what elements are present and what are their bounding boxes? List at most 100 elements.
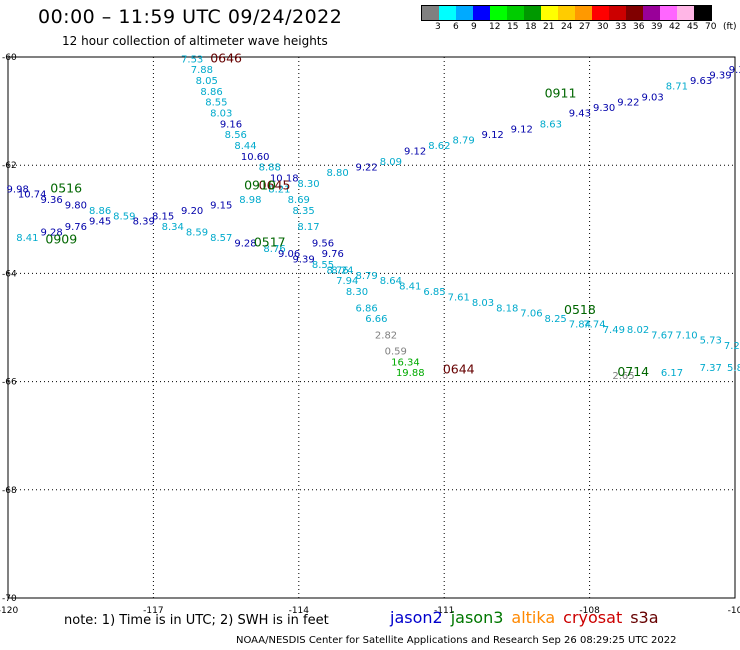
- wave-height-value: 9.22: [617, 98, 639, 109]
- colorbar-swatch: [609, 6, 626, 20]
- wave-height-value: 8.03: [210, 109, 232, 120]
- wave-height-value: 9.12: [511, 125, 533, 136]
- map-subtitle: 12 hour collection of altimeter wave hei…: [62, 34, 328, 48]
- latitude-label: -62: [2, 161, 17, 171]
- wave-height-value: 8.56: [225, 130, 247, 141]
- wave-height-value: 8.09: [380, 157, 402, 168]
- wave-height-value: 7.06: [520, 309, 542, 320]
- wave-height-value: 9.15: [210, 200, 232, 211]
- wave-height-value: 8.88: [259, 163, 281, 174]
- wave-height-value: 8.80: [326, 168, 348, 179]
- wave-height-value: 7.37: [700, 363, 722, 374]
- legend-s3a: s3a: [630, 608, 659, 627]
- wave-height-value: 9.45: [89, 217, 111, 228]
- wave-height-value: 8.71: [666, 81, 688, 92]
- wave-height-value: 8.25: [545, 314, 567, 325]
- colorbar-swatch: [592, 6, 609, 20]
- colorbar-label: 21: [543, 22, 555, 32]
- wave-height-value: 6.66: [365, 314, 387, 325]
- colorbar-label: 9: [471, 22, 477, 32]
- wave-height-value: 8.86: [200, 87, 222, 98]
- wave-height-value: 9.06: [278, 249, 300, 260]
- colorbar-swatch: [643, 6, 660, 20]
- pass-time-label: 0644: [443, 361, 475, 376]
- pass-time-label: 0909: [45, 232, 77, 247]
- wave-height-value: 8.59: [186, 228, 208, 239]
- legend-jason2: jason2: [390, 608, 443, 627]
- wave-height-observations: 7.537.888.058.868.558.039.168.568.4410.6…: [7, 54, 740, 382]
- latitude-label: -68: [2, 486, 17, 496]
- colorbar-swatch: [456, 6, 473, 20]
- colorbar-swatch: [677, 6, 694, 20]
- wave-height-value: 9.12: [404, 146, 426, 157]
- map-title: 00:00 – 11:59 UTC 09/24/2022: [38, 6, 343, 28]
- colorbar-swatch: [660, 6, 677, 20]
- latitude-label: -70: [2, 594, 17, 604]
- wave-height-value: 8.02: [627, 325, 649, 336]
- wave-height-value: 8.39: [133, 217, 155, 228]
- wave-height-value: 7.61: [448, 292, 470, 303]
- colorbar-label: 70: [705, 22, 717, 32]
- wave-height-value: 8.79: [452, 136, 474, 147]
- longitude-label: -117: [143, 606, 163, 616]
- wave-height-value: 7.74: [583, 320, 605, 331]
- pass-time-label: 0646: [210, 50, 242, 65]
- wave-height-value: 9.30: [593, 103, 615, 114]
- wave-height-value: 7.49: [603, 325, 625, 336]
- wave-height-value: 8.41: [16, 233, 38, 244]
- latitude-label: -60: [2, 53, 17, 63]
- colorbar-label: 27: [579, 22, 591, 32]
- colorbar-swatch: [490, 6, 507, 20]
- colorbar-label: 24: [561, 22, 573, 32]
- wave-height-value: 9.03: [641, 92, 663, 103]
- colorbar-label: 18: [525, 22, 537, 32]
- wave-height-value: 16.34: [391, 357, 420, 368]
- wave-height-value: 7.67: [651, 330, 673, 341]
- wave-height-value: 9.22: [356, 163, 378, 174]
- longitude-label: -111: [434, 606, 454, 616]
- colorbar-swatch: [575, 6, 592, 20]
- wave-height-value: 9.28: [234, 238, 256, 249]
- pass-time-label: 0518: [564, 302, 596, 317]
- wave-height-value: 2.82: [375, 330, 397, 341]
- wave-height-value: 8.98: [239, 195, 261, 206]
- wave-height-value: 9.16: [220, 119, 242, 130]
- wave-height-value: 6.86: [356, 303, 378, 314]
- pass-time-label: 0645: [259, 178, 291, 193]
- legend-jason3: jason3: [450, 608, 504, 627]
- colorbar-label: (ft): [723, 22, 737, 32]
- wave-height-value: 8.17: [297, 222, 319, 233]
- wave-height-value: 8.18: [496, 303, 518, 314]
- pass-time-label: 0516: [50, 180, 82, 195]
- wave-height-value: 7.88: [191, 65, 213, 76]
- wave-height-value: 9.33: [729, 65, 740, 76]
- wave-height-value: 8.64: [380, 276, 402, 287]
- wave-height-colorbar: [421, 5, 712, 21]
- colorbar-label: 33: [615, 22, 627, 32]
- wave-height-value: 9.43: [569, 109, 591, 120]
- pass-time-label: 0714: [617, 364, 649, 379]
- satellite-legend: jason2 jason3 altika cryosat s3a: [390, 608, 667, 627]
- wave-height-value: 8.79: [356, 271, 378, 282]
- wave-height-value: 2.65: [612, 371, 634, 382]
- wave-height-value: 9.20: [181, 206, 203, 217]
- wave-height-value: 0.59: [385, 347, 407, 358]
- colorbar-label: 42: [669, 22, 681, 32]
- wave-height-value: 9.39: [709, 71, 731, 82]
- legend-altika: altika: [511, 608, 556, 627]
- colorbar-swatch: [507, 6, 524, 20]
- colorbar-label: 36: [633, 22, 645, 32]
- wave-height-value: 8.69: [288, 195, 310, 206]
- wave-height-value: 7.10: [675, 330, 697, 341]
- wave-height-value: 19.88: [396, 368, 425, 379]
- colorbar-swatch: [473, 6, 490, 20]
- footer-note: note: 1) Time is in UTC; 2) SWH is in fe…: [64, 613, 329, 628]
- pass-time-label: 0911: [545, 86, 577, 101]
- wave-height-value: 9.63: [690, 76, 712, 87]
- colorbar-label: 12: [489, 22, 501, 32]
- wave-height-value: 8.21: [268, 184, 290, 195]
- wave-height-value: 10.60: [241, 152, 270, 163]
- latitude-label: -64: [2, 269, 17, 279]
- colorbar-label: 6: [453, 22, 459, 32]
